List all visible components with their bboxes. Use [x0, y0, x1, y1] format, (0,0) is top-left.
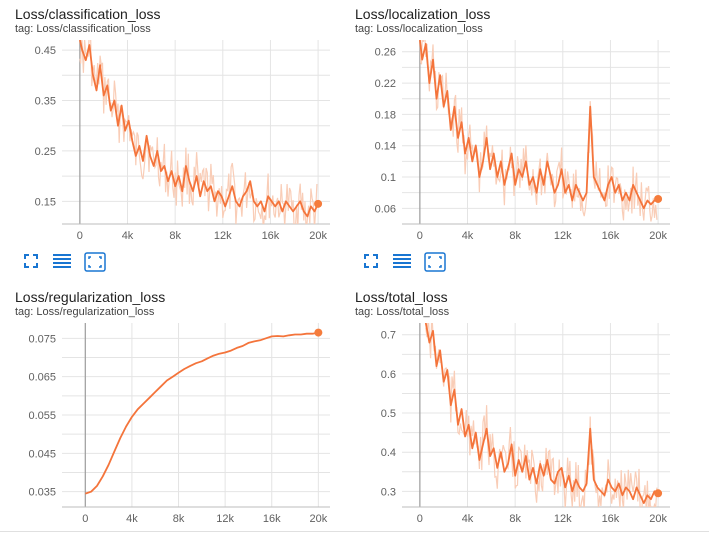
y-tick-label: 0.18 [375, 109, 396, 121]
x-tick-label: 8k [173, 513, 185, 525]
card-tag: tag: Loss/regularization_loss [15, 306, 155, 318]
fit-domain-icon[interactable] [84, 252, 106, 272]
x-tick-label: 16k [262, 230, 280, 242]
y-tick-label: 0.7 [381, 330, 396, 342]
chart-card-localization-loss: Loss/localization_loss tag: Loss/localiz… [340, 0, 685, 275]
y-tick-label: 0.14 [375, 141, 396, 153]
chart-card-classification-loss: Loss/classification_loss tag: Loss/class… [0, 0, 345, 275]
x-tick-label: 12k [554, 513, 572, 525]
data-table-icon[interactable] [392, 252, 414, 272]
y-tick-label: 0.26 [375, 47, 396, 59]
y-tick-label: 0.5 [381, 408, 396, 420]
x-tick-label: 0 [417, 513, 423, 525]
line-chart[interactable]: 0.45 0.35 0.25 0.15 0 4k 8k 12k 16k 20k [0, 38, 345, 250]
x-tick-label: 4k [462, 513, 474, 525]
x-tick-label: 16k [602, 230, 620, 242]
y-tick-label: 0.075 [28, 333, 56, 345]
x-tick-label: 20k [649, 513, 667, 525]
x-tick-label: 20k [649, 230, 667, 242]
x-tick-label: 8k [169, 230, 181, 242]
card-title: Loss/localization_loss [355, 6, 491, 22]
raw-series-line [79, 40, 318, 224]
y-tick-label: 0.25 [35, 146, 56, 158]
fullscreen-icon[interactable] [22, 252, 44, 272]
smoothed-series-line [79, 40, 319, 218]
card-title: Loss/total_loss [355, 289, 448, 305]
x-tick-label: 12k [214, 230, 232, 242]
y-tick-label: 0.06 [375, 203, 396, 215]
y-tick-label: 0.065 [28, 372, 56, 384]
fullscreen-icon[interactable] [362, 252, 384, 272]
x-tick-label: 16k [602, 513, 620, 525]
smoothed-series-line [424, 323, 659, 505]
y-tick-label: 0.35 [35, 95, 56, 107]
y-tick-label: 0.22 [375, 78, 396, 90]
last-point-marker [654, 194, 663, 203]
x-tick-label: 16k [263, 513, 281, 525]
card-title: Loss/classification_loss [15, 6, 161, 22]
x-tick-label: 0 [417, 230, 423, 242]
x-tick-label: 0 [82, 513, 88, 525]
x-tick-label: 20k [309, 230, 327, 242]
y-tick-label: 0.15 [35, 196, 56, 208]
smoothed-series-line [85, 331, 319, 495]
y-tick-label: 0.6 [381, 369, 396, 381]
line-chart[interactable]: 0.26 0.22 0.18 0.14 0.1 0.06 0 4k 8k 12k 16k 20k [340, 38, 685, 250]
x-tick-label: 4k [122, 230, 134, 242]
line-chart[interactable]: 0.7 0.6 0.5 0.4 0.3 0 4k 8k 12k 16k 20k [340, 321, 685, 533]
x-tick-label: 0 [77, 230, 83, 242]
card-tag: tag: Loss/classification_loss [15, 23, 151, 35]
divider [0, 531, 709, 532]
chart-card-regularization-loss: Loss/regularization_loss tag: Loss/regul… [0, 283, 345, 558]
y-tick-label: 0.3 [381, 486, 396, 498]
x-tick-label: 12k [216, 513, 234, 525]
x-tick-label: 4k [126, 513, 138, 525]
y-tick-label: 0.1 [381, 172, 396, 184]
x-tick-label: 20k [309, 513, 327, 525]
line-chart[interactable]: 0.075 0.065 0.055 0.045 0.035 0 4k 8k 12k 16k 20k [0, 321, 345, 533]
y-tick-label: 0.45 [35, 45, 56, 57]
last-point-marker [314, 328, 323, 337]
card-tag: tag: Loss/localization_loss [355, 23, 483, 35]
last-point-marker [654, 489, 663, 498]
y-tick-label: 0.045 [28, 448, 56, 460]
x-tick-label: 12k [554, 230, 572, 242]
data-table-icon[interactable] [52, 252, 74, 272]
y-tick-label: 0.4 [381, 447, 396, 459]
y-tick-label: 0.035 [28, 487, 56, 499]
fit-domain-icon[interactable] [424, 252, 446, 272]
x-tick-label: 8k [509, 230, 521, 242]
last-point-marker [314, 199, 323, 208]
x-tick-label: 4k [462, 230, 474, 242]
x-tick-label: 8k [509, 513, 521, 525]
y-tick-label: 0.055 [28, 410, 56, 422]
smoothed-series-line [419, 40, 659, 210]
chart-card-total-loss: Loss/total_loss tag: Loss/total_loss 0.7… [340, 283, 685, 558]
raw-series-line [425, 323, 658, 507]
card-tag: tag: Loss/total_loss [355, 306, 450, 318]
card-title: Loss/regularization_loss [15, 289, 166, 305]
